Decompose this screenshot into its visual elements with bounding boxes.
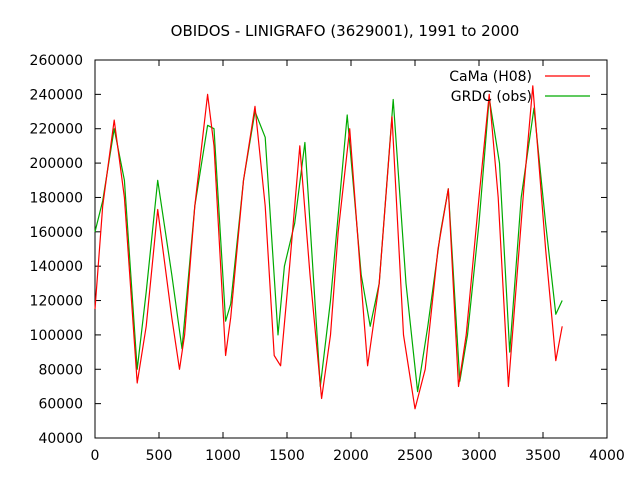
y-tick-label: 140000 (30, 259, 83, 275)
y-tick-label: 200000 (30, 156, 83, 172)
series-line-0 (94, 85, 563, 410)
y-tick-label: 260000 (30, 53, 83, 69)
x-tick-label: 3500 (525, 448, 561, 464)
legend: CaMa (H08) GRDC (obs) (449, 69, 590, 105)
x-tick-label: 500 (146, 448, 173, 464)
y-tick-label: 80000 (38, 362, 83, 378)
series-layer (94, 85, 563, 410)
chart-title: OBIDOS - LINIGRAFO (3629001), 1991 to 20… (171, 22, 520, 40)
axes-layer: 0 500 1000 1500 2000 2500 3000 3500 4000 40000 600… (30, 53, 625, 464)
legend-label: GRDC (obs) (451, 89, 532, 105)
x-tick-label: 2000 (333, 448, 369, 464)
y-tick-label: 240000 (30, 87, 83, 103)
y-tick-label: 60000 (38, 397, 83, 413)
y-tick-label: 180000 (30, 190, 83, 206)
y-tick-label: 120000 (30, 294, 83, 310)
x-tick-label: 3000 (461, 448, 497, 464)
x-tick-label: 4000 (589, 448, 625, 464)
y-tick-label: 160000 (30, 225, 83, 241)
series-line-1 (94, 97, 563, 393)
y-tick-label: 100000 (30, 328, 83, 344)
x-tick-label: 2500 (397, 448, 433, 464)
legend-label: CaMa (H08) (449, 69, 532, 85)
x-tick-label: 1000 (205, 448, 241, 464)
x-tick-label: 1500 (269, 448, 305, 464)
x-tick-label: 0 (91, 448, 100, 464)
y-tick-label: 40000 (38, 431, 83, 447)
y-tick-label: 220000 (30, 122, 83, 138)
